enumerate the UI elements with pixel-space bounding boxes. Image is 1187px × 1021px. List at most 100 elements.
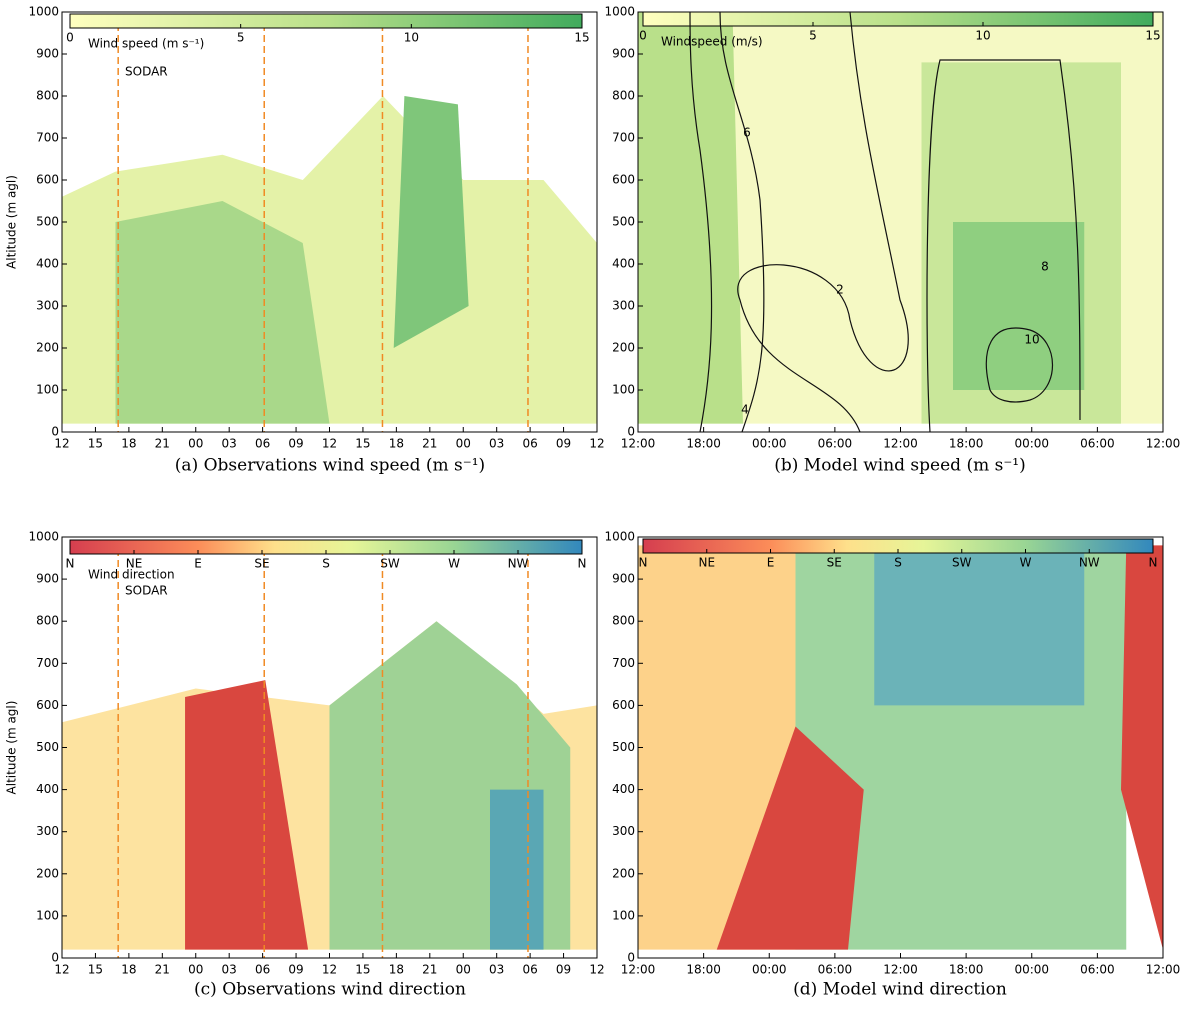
- y-tick-label: 200: [612, 866, 635, 880]
- x-tick-label: 18:00: [949, 437, 984, 451]
- colorbar-tick-label: 5: [809, 29, 817, 43]
- y-tick-label: 600: [612, 173, 635, 187]
- y-tick-label: 900: [612, 47, 635, 61]
- x-tick-label: 12: [589, 437, 604, 451]
- y-tick-label: 200: [36, 341, 59, 355]
- x-tick-label: 18:00: [686, 437, 721, 451]
- x-tick-label: 12:00: [883, 437, 918, 451]
- y-tick-label: 0: [627, 951, 635, 965]
- annotation: SODAR: [125, 65, 168, 79]
- x-tick-label: 15: [88, 437, 103, 451]
- contour-line: [926, 59, 1081, 433]
- caption: (c) Observations wind direction: [194, 980, 466, 1000]
- x-tick-label: 03: [222, 437, 237, 451]
- contour-label: 8: [1041, 260, 1049, 274]
- colorbar-tick-label: 0: [639, 29, 647, 43]
- x-tick-label: 18: [389, 963, 404, 977]
- contour-label: 6: [743, 126, 751, 140]
- x-tick-label: 00: [456, 437, 471, 451]
- y-tick-label: 600: [612, 698, 635, 712]
- y-tick-label: 200: [612, 341, 635, 355]
- x-tick-label: 06: [255, 963, 270, 977]
- y-tick-label: 300: [612, 824, 635, 838]
- y-tick-label: 500: [612, 215, 635, 229]
- y-tick-label: 1000: [604, 5, 635, 19]
- y-tick-label: 700: [612, 656, 635, 670]
- y-tick-label: 500: [36, 740, 59, 754]
- colorbar: [69, 13, 583, 29]
- x-tick-label: 03: [222, 963, 237, 977]
- y-tick-label: 800: [612, 614, 635, 628]
- x-tick-label: 18: [121, 963, 136, 977]
- y-axis-label: Altitude (m agl): [5, 701, 19, 795]
- colorbar-tick-label: SE: [254, 557, 269, 571]
- field-region: [953, 222, 1085, 390]
- colorbar: [642, 11, 1154, 27]
- x-tick-label: 00:00: [1014, 963, 1049, 977]
- colorbar-tick-label: SW: [952, 556, 972, 570]
- x-tick-label: 00: [188, 963, 203, 977]
- field-region: [716, 726, 864, 950]
- x-tick-label: 06: [522, 963, 537, 977]
- colorbar-tick-label: SE: [827, 556, 842, 570]
- x-tick-label: 00: [188, 437, 203, 451]
- colorbar-tick-label: S: [894, 556, 902, 570]
- field-region: [115, 201, 330, 424]
- y-tick-label: 600: [36, 173, 59, 187]
- caption: (d) Model wind direction: [793, 980, 1007, 1000]
- colorbar-tick-label: 0: [66, 31, 74, 45]
- y-tick-label: 1000: [28, 5, 59, 19]
- y-tick-label: 700: [612, 131, 635, 145]
- colorbar-tick-label: 5: [237, 31, 245, 45]
- y-tick-label: 0: [51, 425, 59, 439]
- x-tick-label: 12: [54, 963, 69, 977]
- colorbar-tick-label: E: [194, 557, 202, 571]
- x-tick-label: 06:00: [1080, 963, 1115, 977]
- contour-line: [719, 11, 765, 433]
- x-tick-label: 18:00: [686, 963, 721, 977]
- x-tick-label: 21: [422, 963, 437, 977]
- y-tick-label: 0: [627, 425, 635, 439]
- x-tick-label: 09: [288, 437, 303, 451]
- colorbar-label: Wind speed (m s⁻¹): [88, 37, 204, 51]
- y-tick-label: 800: [612, 89, 635, 103]
- y-tick-label: 500: [36, 215, 59, 229]
- y-tick-label: 300: [612, 299, 635, 313]
- contour-label: 2: [836, 283, 844, 297]
- contour-label: 4: [741, 403, 749, 417]
- colorbar-tick-label: N: [578, 557, 587, 571]
- y-tick-label: 100: [36, 908, 59, 922]
- x-tick-label: 09: [288, 963, 303, 977]
- x-tick-label: 12:00: [621, 963, 656, 977]
- field-region: [638, 12, 743, 424]
- x-tick-label: 06:00: [818, 437, 853, 451]
- y-tick-label: 900: [612, 572, 635, 586]
- x-tick-label: 06: [522, 437, 537, 451]
- colorbar-label: Windspeed (m/s): [661, 35, 763, 49]
- annotation: SODAR: [125, 584, 168, 598]
- colorbar-tick-label: S: [322, 557, 330, 571]
- x-tick-label: 12:00: [1146, 963, 1181, 977]
- x-tick-label: 09: [556, 437, 571, 451]
- x-tick-label: 00:00: [752, 963, 787, 977]
- y-tick-label: 900: [36, 572, 59, 586]
- field-region: [393, 96, 469, 348]
- x-tick-label: 15: [88, 963, 103, 977]
- y-tick-label: 600: [36, 698, 59, 712]
- colorbar-tick-label: N: [1149, 556, 1158, 570]
- y-tick-label: 800: [36, 89, 59, 103]
- x-tick-label: 21: [155, 437, 170, 451]
- colorbar-tick-label: N: [66, 557, 75, 571]
- y-axis-label: Altitude (m agl): [5, 175, 19, 269]
- x-tick-label: 00:00: [1014, 437, 1049, 451]
- y-tick-label: 400: [612, 257, 635, 271]
- y-tick-label: 400: [36, 257, 59, 271]
- colorbar-tick-label: NW: [1079, 556, 1100, 570]
- y-tick-label: 0: [51, 951, 59, 965]
- y-tick-label: 700: [36, 656, 59, 670]
- x-tick-label: 12: [322, 437, 337, 451]
- x-tick-label: 12: [54, 437, 69, 451]
- contour-line: [737, 11, 909, 433]
